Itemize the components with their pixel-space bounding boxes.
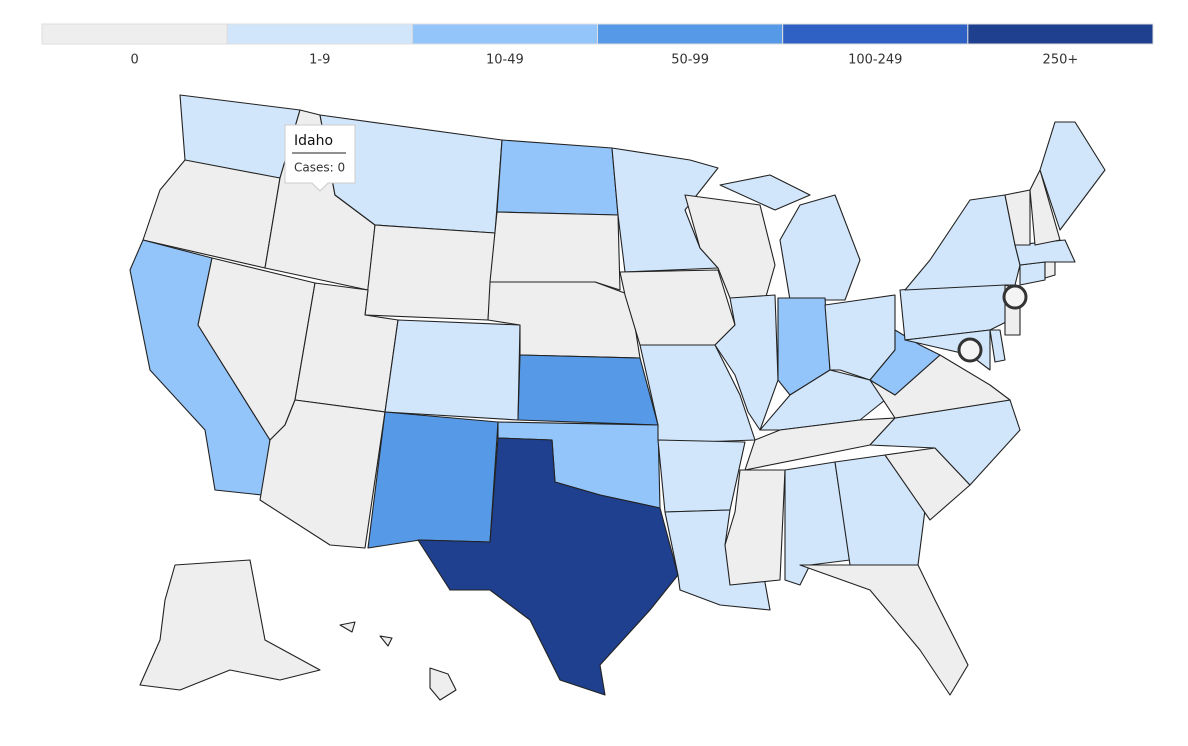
region[interactable] [1019,261,1046,286]
legend-swatch [597,23,784,45]
legend-label: 0 [130,53,138,68]
legend-swatch [226,23,413,45]
region[interactable] [517,354,659,426]
legend-label: 10-49 [486,53,524,68]
region[interactable] [384,319,521,421]
regions [129,94,1106,701]
region[interactable] [1004,189,1031,246]
region[interactable] [799,564,969,696]
region[interactable] [379,635,393,647]
tooltip-title: Idaho [294,133,333,149]
legend-swatch [411,23,599,45]
tooltip-text: Cases: 0 [294,161,345,175]
region[interactable] [834,454,926,566]
legend-label: 250+ [1043,53,1079,68]
region[interactable] [139,559,321,691]
tooltip-box [284,124,356,192]
tooltip: Idaho Cases: 0 [284,124,356,192]
legend-label: 50-99 [671,53,709,68]
legend-swatch [967,23,1154,45]
region[interactable] [714,294,779,431]
legend-label: 1-9 [309,53,330,68]
region[interactable] [489,211,621,291]
region[interactable] [904,194,1021,291]
legend-label: 100-249 [848,53,902,68]
region[interactable] [364,224,496,321]
region[interactable] [1029,169,1061,246]
region[interactable] [1044,261,1056,279]
city-marker[interactable] [957,337,983,363]
region[interactable] [429,667,457,701]
region[interactable] [142,159,281,269]
region[interactable] [664,509,771,611]
city-marker[interactable] [1002,284,1028,310]
region[interactable] [639,344,756,443]
region[interactable] [417,437,679,696]
region[interactable] [496,139,619,216]
legend: 0 1-9 10-49 50-99 100-249 250+ [41,23,1154,68]
region[interactable] [719,174,811,211]
region[interactable] [367,411,499,549]
region[interactable] [989,329,1006,363]
region[interactable] [657,439,746,513]
region[interactable] [779,194,861,301]
legend-swatch [782,23,969,45]
region[interactable] [869,329,941,396]
region[interactable] [1039,121,1106,231]
region[interactable] [619,269,736,346]
region[interactable] [339,621,356,633]
legend-swatch [41,23,228,45]
